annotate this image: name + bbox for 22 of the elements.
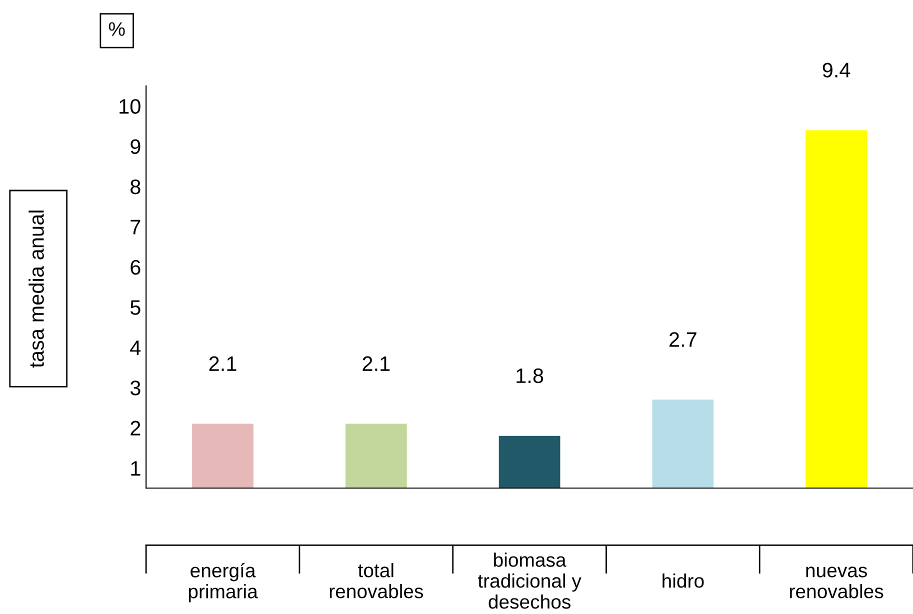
- data-label: 2.1: [209, 356, 236, 371]
- x-tick-label: energía primaria: [188, 562, 258, 602]
- data-label: 9.4: [822, 62, 850, 78]
- x-tick-label: biomasa tradicional y desechos: [478, 552, 582, 609]
- data-label: 1.8: [516, 368, 544, 384]
- y-tick-label: 10: [120, 99, 140, 114]
- y-tick-label: 8: [130, 180, 140, 194]
- x-tick-label: total renovables: [330, 563, 424, 598]
- y-tick-label: 4: [130, 340, 141, 355]
- x-tick-label: hidro: [662, 574, 704, 588]
- y-tick-label: 6: [130, 260, 140, 275]
- y-tick-label: 7: [130, 220, 140, 234]
- y-axis-title: tasa media anual: [28, 210, 44, 368]
- data-label: 2.1: [362, 356, 390, 371]
- y-tick-label: 3: [130, 380, 140, 396]
- text: %: [108, 22, 125, 36]
- y-tick-label: 9: [130, 139, 140, 154]
- data-label: 2.7: [669, 332, 696, 347]
- y-tick-label: 5: [130, 300, 140, 315]
- y-tick-label: 1: [131, 461, 140, 476]
- y-tick-label: 2: [130, 420, 140, 436]
- x-tick-label: nuevas renovables: [790, 566, 884, 598]
